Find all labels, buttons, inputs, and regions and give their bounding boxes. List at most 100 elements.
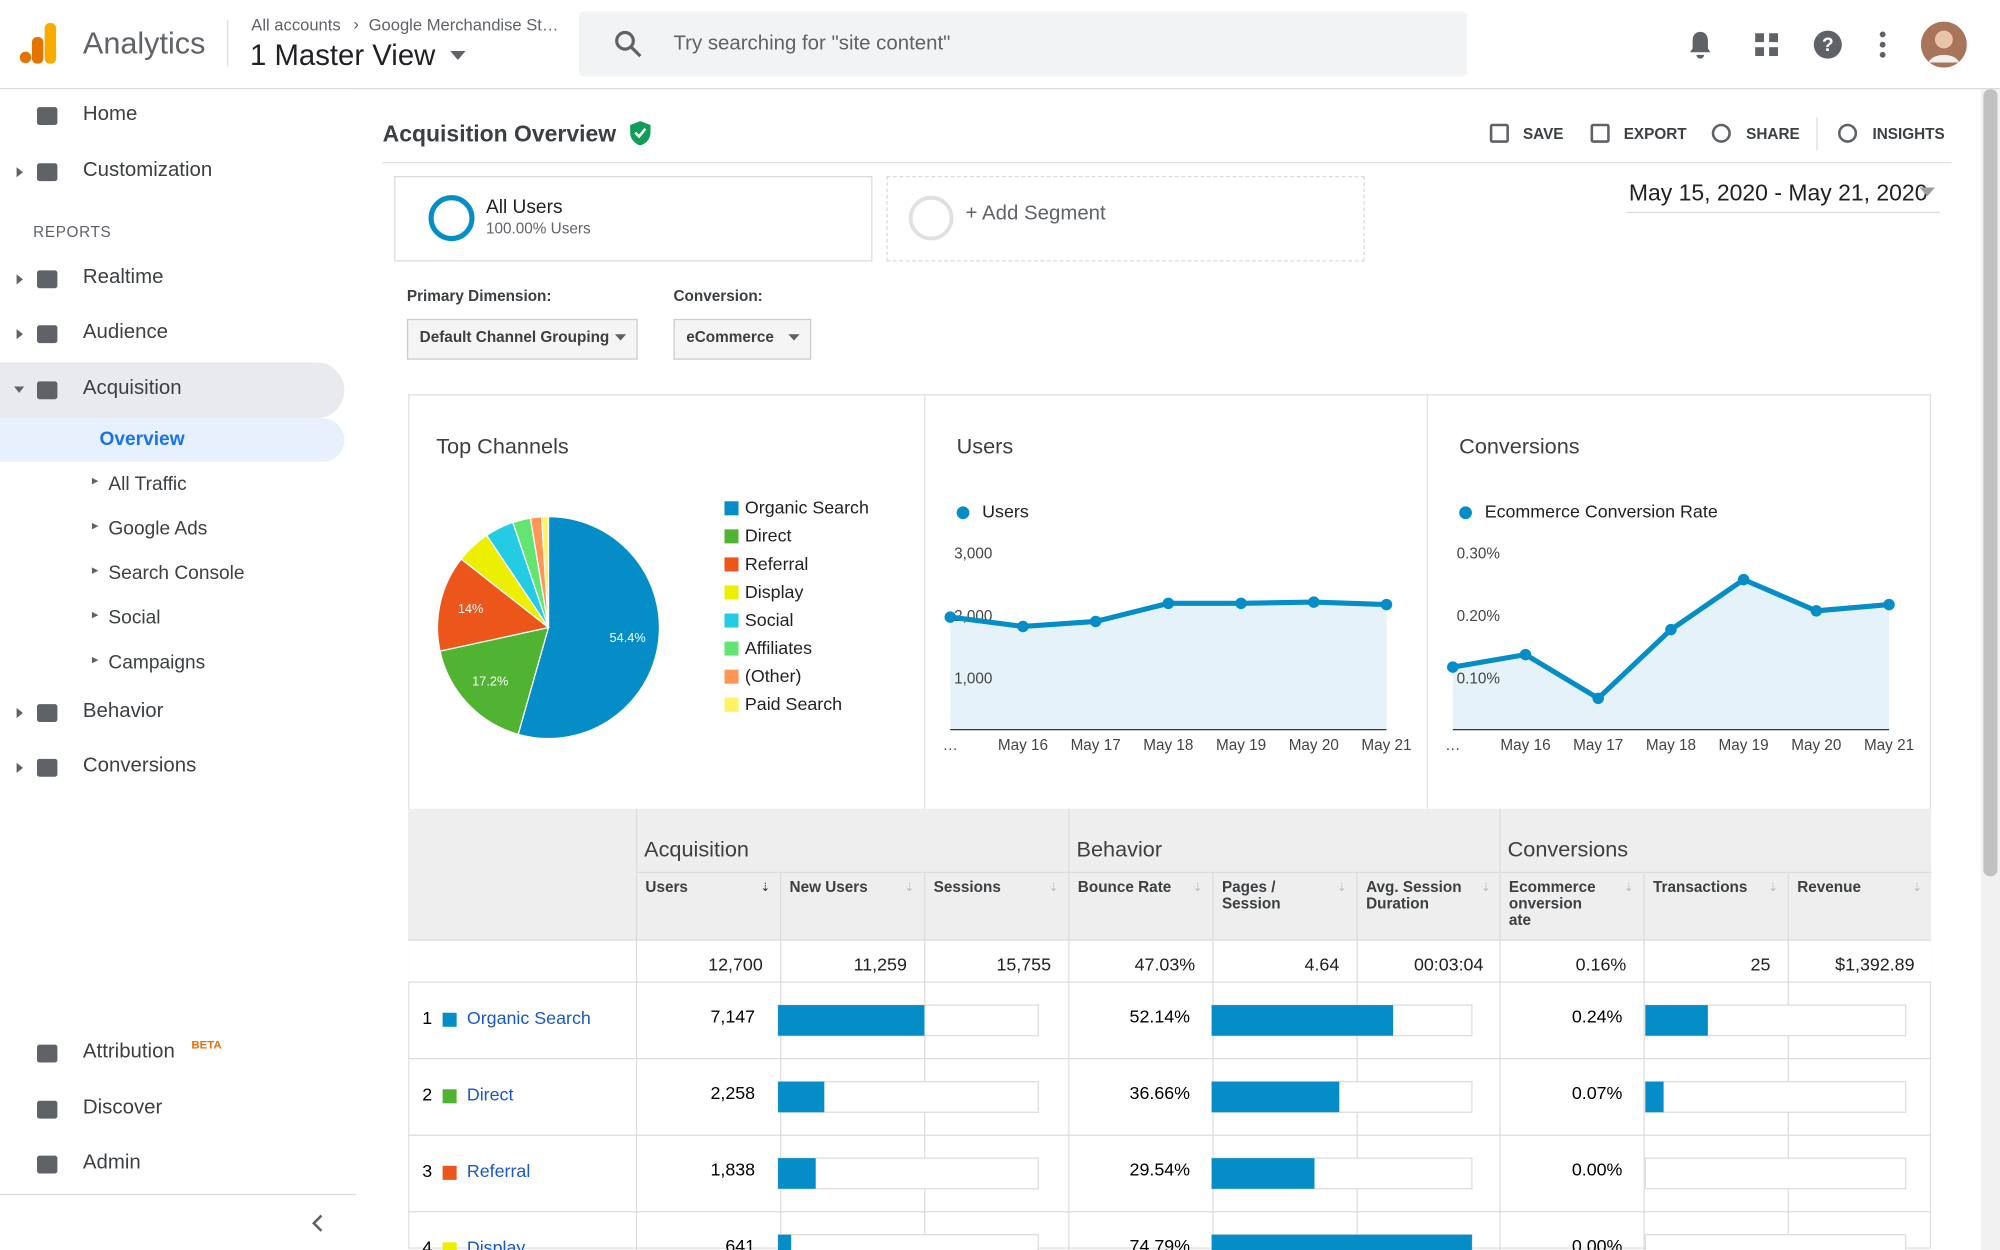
column-header: Pages / Session [1222,879,1281,913]
nav-sub-item[interactable]: Social [108,607,161,629]
channel-link[interactable]: Referral [467,1161,530,1181]
help-icon[interactable]: ? [1812,29,1843,60]
nav-item[interactable]: Realtime [82,266,164,289]
collapse-button[interactable] [311,1214,324,1232]
conversion-select[interactable] [673,318,812,360]
apps-icon[interactable] [1755,33,1779,57]
x-tick-label: May 19 [1216,737,1266,754]
cell-value: 74.79% [1130,1236,1191,1250]
dimension-select[interactable] [406,318,638,360]
row-rank: 1 [422,1008,432,1028]
channel-link[interactable]: Organic Search [467,1008,591,1028]
verified-icon [630,121,651,146]
y-tick-label: 1,000 [954,671,992,688]
nav-sub-item[interactable]: Google Ads [108,517,208,540]
add-segment-card[interactable] [886,176,1365,262]
pie-slice [436,558,550,652]
row-rank: 2 [422,1084,432,1104]
underline [1626,211,1941,214]
action-icon [1489,123,1509,143]
sidebar [0,89,356,1250]
selected-item [0,418,345,462]
chart-title: Users [957,433,1014,458]
expand-arrow: ▸ [91,474,99,489]
legend-label: Paid Search [745,694,842,714]
total-value: 11,259 [854,954,907,974]
nav-sub-item[interactable]: Campaigns [108,651,206,674]
sort-icon: ⇣ [1049,882,1059,894]
sort-icon: ⇣ [1337,882,1347,894]
total-value: 47.03% [1135,954,1196,974]
cell-value: 1,838 [710,1160,755,1180]
action-button[interactable]: INSIGHTS [1872,124,1945,143]
group-header: Behavior [1077,836,1163,861]
total-value: 25 [1751,954,1771,974]
sort-icon: ⇣ [1193,882,1203,894]
dropdown-arrow [614,334,627,341]
slice-label: 14% [458,601,484,616]
nav-item[interactable]: Attribution [82,1040,175,1063]
bar [778,1158,816,1189]
breadcrumb[interactable]: Google Merchandise St… [368,15,559,35]
nav-item[interactable]: Audience [82,321,169,344]
logo [19,22,57,64]
breadcrumb[interactable]: All accounts [251,15,341,35]
search-box[interactable] [579,11,1467,77]
legend-swatch [724,585,739,600]
nav-item[interactable]: Acquisition [82,377,182,400]
home-icon [36,107,58,125]
nav-sub-item[interactable]: Overview [99,428,185,451]
x-tick-label: May 16 [1500,737,1550,754]
segment-ring [908,195,954,241]
bar [1211,1005,1394,1036]
x-tick-label: May 16 [998,737,1048,754]
nav-item[interactable]: Behavior [82,700,164,722]
segment-ring [428,195,475,242]
total-value: 15,755 [996,954,1051,974]
channel-link[interactable]: Direct [467,1084,514,1104]
sort-icon: ⇣ [1481,882,1491,894]
point [1665,623,1677,636]
date-range[interactable]: May 15, 2020 - May 21, 2020 [1628,179,1928,206]
nav-sub-item[interactable]: Search Console [108,562,245,585]
notifications-icon[interactable] [1686,31,1714,59]
more-icon[interactable] [1878,31,1888,59]
sort-icon: ⇣ [1624,882,1634,894]
legend-label: Display [745,582,804,602]
nav-sub-item[interactable]: All Traffic [108,473,187,495]
legend-swatch [724,529,739,544]
search-placeholder: Try searching for "site content" [673,33,951,55]
cell-value: 2,258 [710,1083,755,1103]
point [1235,597,1247,610]
x-tick-label: May 20 [1791,737,1841,754]
legend-swatch [724,641,739,656]
action-button[interactable]: SHARE [1746,124,1800,143]
nav-item[interactable]: Conversions [82,755,197,777]
legend-swatch [724,557,739,572]
x-tick-label: … [1445,737,1460,754]
product-name: Analytics [82,26,206,62]
action-button[interactable]: SAVE [1522,124,1564,143]
person-icon [36,325,58,344]
nav-item[interactable]: Admin [82,1151,141,1174]
slice-label: 17.2% [472,674,508,689]
action-button[interactable]: EXPORT [1623,124,1687,143]
avatar[interactable] [1920,21,1967,68]
legend-label: Users [982,501,1029,521]
view-selector[interactable]: 1 Master View [249,38,436,72]
cell-value: 0.00% [1572,1236,1623,1250]
nav-item[interactable]: Customization [82,159,213,182]
bar-track [777,1157,1039,1190]
area [950,602,1387,730]
scroll-thumb[interactable] [1983,89,1998,877]
pie-slice [439,626,550,736]
nav-item[interactable]: Discover [82,1096,163,1119]
expand-arrow [16,167,23,178]
x-tick-label: May 18 [1143,737,1193,754]
channel-link[interactable]: Display [467,1237,526,1250]
channel-swatch [442,1012,457,1027]
expand-arrow: ▸ [91,653,99,668]
legend-label: Affiliates [745,638,812,658]
nav-item[interactable]: Home [82,103,138,125]
group-header: Conversions [1508,836,1629,861]
